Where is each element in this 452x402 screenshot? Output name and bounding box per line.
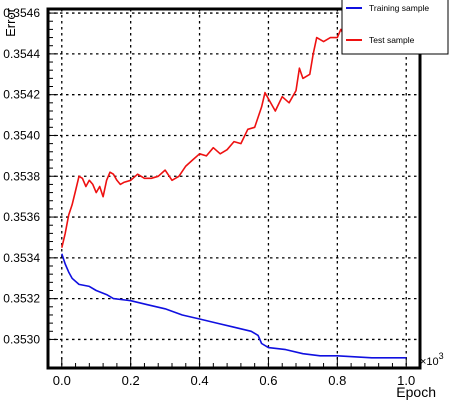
y-tick-label: 0.3546 — [3, 6, 40, 20]
axis-ticks — [48, 12, 407, 368]
x-tick-label: 0.4 — [191, 373, 209, 388]
y-tick-label: 0.3532 — [3, 292, 40, 306]
x-tick-label: 0.6 — [259, 373, 277, 388]
training-sample-line — [61, 253, 407, 359]
y-tick-label: 0.3540 — [3, 128, 40, 142]
y-tick-label: 0.3534 — [3, 251, 40, 265]
x-tick-label: 1.0 — [397, 373, 415, 388]
x-tick-label: 0.0 — [53, 373, 71, 388]
plot-frame — [46, 7, 422, 370]
legend-label-test: Test sample — [369, 35, 415, 45]
x-tick-label: 0.2 — [122, 373, 140, 388]
y-tick-label: 0.3530 — [3, 332, 40, 346]
axis-tick-labels: 0.0 0.2 0.4 0.6 0.8 1.0 0.3530 0.3532 0.3534 0.35… — [3, 6, 415, 388]
y-axis-label: Error — [3, 7, 18, 37]
legend-label-training: Training sample — [369, 3, 429, 13]
y-tick-label: 0.3544 — [3, 47, 40, 61]
legend: Training sample Test sample — [341, 0, 449, 55]
grid — [48, 9, 420, 368]
y-tick-label: 0.3542 — [3, 88, 40, 102]
x-axis-label: Epoch — [396, 384, 436, 400]
test-sample-line — [61, 28, 345, 248]
series-lines — [61, 28, 407, 359]
x-multiplier-label: ×103 — [420, 351, 444, 368]
y-tick-label: 0.3538 — [3, 169, 40, 183]
y-tick-label: 0.3536 — [3, 210, 40, 224]
x-tick-label: 0.8 — [328, 373, 346, 388]
